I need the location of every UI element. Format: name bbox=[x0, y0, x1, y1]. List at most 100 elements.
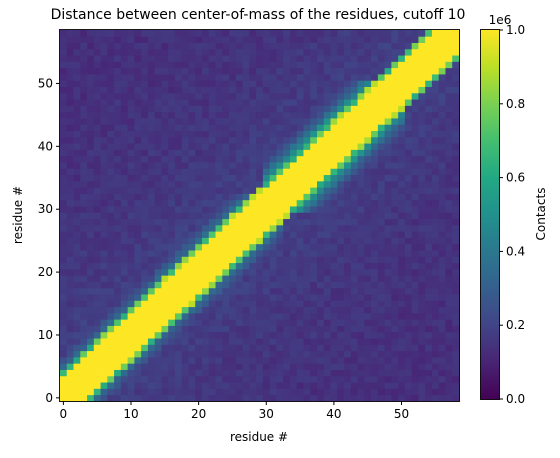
heatmap-cell bbox=[425, 99, 433, 106]
heatmap-cell bbox=[107, 136, 115, 144]
heatmap-cell bbox=[87, 118, 95, 125]
heatmap-cell bbox=[337, 42, 345, 50]
heatmap-cell bbox=[60, 344, 68, 352]
heatmap-cell bbox=[296, 143, 304, 150]
heatmap-cell bbox=[316, 155, 325, 163]
heatmap-cell bbox=[93, 331, 101, 339]
heatmap-cell bbox=[127, 105, 135, 113]
heatmap-cell bbox=[445, 388, 453, 396]
heatmap-cell bbox=[188, 118, 196, 125]
heatmap-cell bbox=[269, 143, 277, 150]
heatmap-cell bbox=[330, 143, 338, 150]
heatmap-cell bbox=[425, 218, 433, 226]
heatmap-cell bbox=[418, 92, 426, 100]
heatmap-cell bbox=[404, 48, 413, 56]
heatmap-cell bbox=[73, 92, 81, 100]
heatmap-cell bbox=[215, 268, 223, 276]
heatmap-cell bbox=[73, 67, 81, 75]
heatmap-cell bbox=[384, 287, 392, 295]
heatmap-cell bbox=[154, 55, 162, 62]
heatmap-cell bbox=[188, 174, 196, 182]
heatmap-cell bbox=[87, 168, 95, 176]
heatmap-cell bbox=[134, 262, 142, 270]
heatmap-cell bbox=[100, 55, 108, 62]
heatmap-cell bbox=[208, 388, 216, 396]
heatmap-cell bbox=[134, 187, 142, 194]
heatmap-cell bbox=[344, 350, 352, 358]
heatmap-cell bbox=[350, 294, 358, 301]
heatmap-cell bbox=[127, 162, 135, 169]
heatmap-cell bbox=[384, 312, 392, 320]
heatmap-cell bbox=[188, 243, 196, 251]
heatmap-cell bbox=[289, 294, 298, 301]
heatmap-cell bbox=[188, 356, 196, 364]
heatmap-cell bbox=[87, 268, 95, 276]
heatmap-cell bbox=[215, 136, 223, 144]
heatmap-cell bbox=[371, 199, 379, 207]
heatmap-cell bbox=[87, 275, 95, 282]
heatmap-cell bbox=[411, 162, 419, 169]
heatmap-cell bbox=[350, 356, 358, 364]
heatmap-cell bbox=[202, 42, 210, 50]
heatmap-cell bbox=[269, 356, 277, 364]
heatmap-cell bbox=[310, 237, 318, 245]
heatmap-cell bbox=[66, 306, 74, 314]
heatmap-cell bbox=[316, 180, 325, 188]
heatmap-cell bbox=[337, 136, 345, 144]
heatmap-cell bbox=[249, 212, 257, 220]
heatmap-cell bbox=[229, 67, 237, 75]
heatmap-cell bbox=[350, 143, 358, 150]
heatmap-cell bbox=[283, 325, 291, 333]
heatmap-cell bbox=[316, 105, 325, 113]
heatmap-cell bbox=[256, 350, 264, 358]
heatmap-cell bbox=[141, 149, 149, 157]
heatmap-cell bbox=[93, 193, 101, 201]
heatmap-cell bbox=[229, 350, 237, 358]
heatmap-cell bbox=[418, 382, 426, 389]
heatmap-cell bbox=[350, 180, 358, 188]
heatmap-cell bbox=[202, 136, 210, 144]
heatmap-cell bbox=[120, 30, 129, 37]
heatmap-cell bbox=[276, 250, 284, 257]
heatmap-cell bbox=[147, 312, 156, 320]
heatmap-cell bbox=[364, 48, 372, 56]
heatmap-cell bbox=[93, 61, 101, 69]
heatmap-cell bbox=[161, 174, 169, 182]
heatmap-cell bbox=[208, 306, 216, 314]
heatmap-cell bbox=[377, 74, 386, 81]
heatmap-cell bbox=[100, 275, 108, 282]
heatmap-cell bbox=[127, 363, 135, 370]
heatmap-cell bbox=[195, 136, 203, 144]
heatmap-cell bbox=[384, 111, 392, 119]
heatmap-cell bbox=[181, 331, 189, 339]
heatmap-cell bbox=[262, 306, 271, 314]
heatmap-cell bbox=[364, 168, 372, 176]
heatmap-cell bbox=[323, 206, 331, 213]
heatmap-cell bbox=[93, 36, 101, 43]
heatmap-cell bbox=[249, 224, 257, 232]
heatmap-cell bbox=[147, 382, 156, 389]
heatmap-cell bbox=[398, 344, 406, 352]
heatmap-cell bbox=[188, 193, 196, 201]
heatmap-cell bbox=[330, 344, 338, 352]
heatmap-cell bbox=[276, 180, 284, 188]
heatmap-cell bbox=[310, 218, 318, 226]
heatmap-cell bbox=[87, 388, 95, 396]
heatmap-cell bbox=[154, 224, 162, 232]
heatmap-cell bbox=[66, 212, 74, 220]
heatmap-cell bbox=[229, 155, 237, 163]
heatmap-cell bbox=[256, 193, 264, 201]
heatmap-cell bbox=[93, 30, 101, 37]
heatmap-cell bbox=[330, 206, 338, 213]
heatmap-cell bbox=[384, 162, 392, 169]
heatmap-cell bbox=[147, 111, 156, 119]
heatmap-cell bbox=[384, 294, 392, 301]
heatmap-cell bbox=[100, 375, 108, 383]
heatmap-cell bbox=[384, 338, 392, 345]
heatmap-cell bbox=[127, 394, 135, 402]
heatmap-cell bbox=[256, 162, 264, 169]
heatmap-cell bbox=[289, 174, 298, 182]
heatmap-cell bbox=[235, 168, 243, 176]
heatmap-cell bbox=[188, 42, 196, 50]
heatmap-cell bbox=[208, 350, 216, 358]
